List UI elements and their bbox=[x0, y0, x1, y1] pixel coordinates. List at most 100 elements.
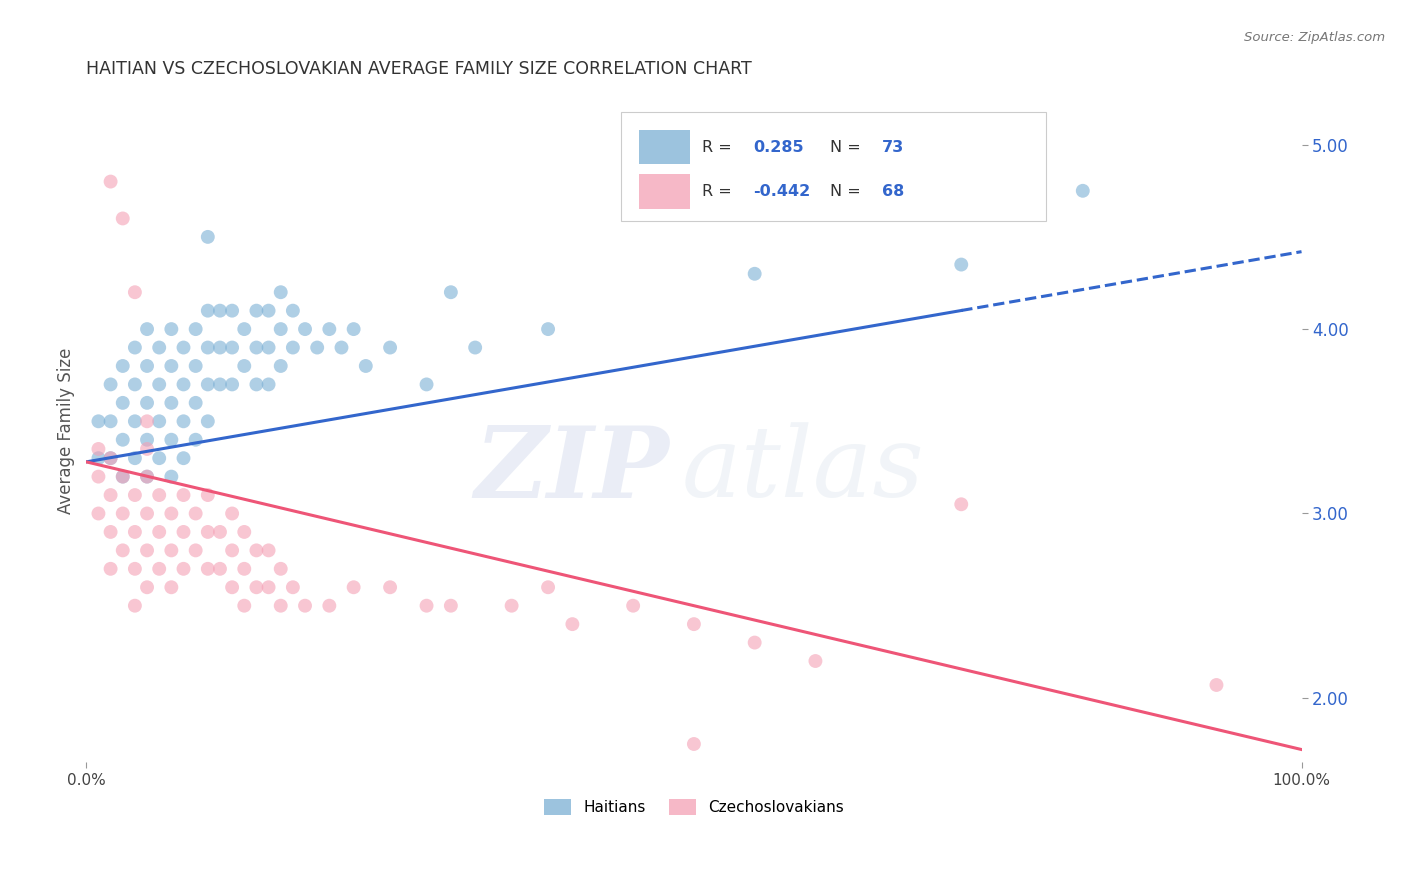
Point bbox=[197, 303, 219, 318]
Point bbox=[124, 414, 146, 428]
Point bbox=[257, 341, 280, 355]
Text: R =: R = bbox=[703, 184, 737, 199]
Point bbox=[307, 341, 329, 355]
Point bbox=[124, 488, 146, 502]
Point bbox=[440, 285, 463, 300]
Point bbox=[464, 341, 486, 355]
Point bbox=[221, 341, 243, 355]
Point bbox=[270, 359, 292, 373]
Point bbox=[160, 507, 183, 521]
Point bbox=[208, 341, 231, 355]
Point bbox=[245, 580, 267, 594]
Point bbox=[100, 562, 122, 576]
Point bbox=[950, 258, 973, 272]
Point bbox=[233, 599, 256, 613]
Point bbox=[221, 303, 243, 318]
Text: ZIP: ZIP bbox=[475, 422, 669, 518]
Point bbox=[100, 175, 122, 189]
Point bbox=[270, 562, 292, 576]
Point bbox=[124, 562, 146, 576]
Point bbox=[160, 322, 183, 336]
Point bbox=[683, 617, 706, 632]
Point bbox=[100, 524, 122, 539]
Point bbox=[184, 322, 207, 336]
Point bbox=[221, 507, 243, 521]
Point bbox=[257, 303, 280, 318]
Point bbox=[173, 377, 195, 392]
Point bbox=[197, 414, 219, 428]
Text: atlas: atlas bbox=[682, 423, 925, 518]
Point bbox=[100, 414, 122, 428]
Point bbox=[197, 562, 219, 576]
Point bbox=[257, 377, 280, 392]
Point bbox=[184, 507, 207, 521]
Point bbox=[100, 451, 122, 466]
Point bbox=[136, 469, 159, 483]
Point bbox=[184, 396, 207, 410]
Point bbox=[160, 433, 183, 447]
Point bbox=[160, 580, 183, 594]
Point bbox=[87, 451, 110, 466]
Point bbox=[100, 377, 122, 392]
Point bbox=[281, 580, 304, 594]
Text: N =: N = bbox=[830, 139, 866, 154]
Point bbox=[136, 359, 159, 373]
Y-axis label: Average Family Size: Average Family Size bbox=[58, 347, 75, 514]
Text: 68: 68 bbox=[883, 184, 904, 199]
Point bbox=[160, 396, 183, 410]
Point bbox=[233, 562, 256, 576]
FancyBboxPatch shape bbox=[640, 130, 690, 164]
Point bbox=[173, 524, 195, 539]
Point bbox=[744, 267, 766, 281]
Text: 0.285: 0.285 bbox=[754, 139, 804, 154]
Point bbox=[270, 599, 292, 613]
Text: -0.442: -0.442 bbox=[754, 184, 811, 199]
Point bbox=[221, 580, 243, 594]
FancyBboxPatch shape bbox=[621, 112, 1046, 221]
Point bbox=[950, 497, 973, 511]
Point bbox=[294, 322, 316, 336]
FancyBboxPatch shape bbox=[640, 174, 690, 209]
Point bbox=[111, 433, 134, 447]
Point bbox=[208, 562, 231, 576]
Point bbox=[281, 341, 304, 355]
Point bbox=[184, 543, 207, 558]
Point bbox=[111, 469, 134, 483]
Point bbox=[87, 442, 110, 456]
Point bbox=[354, 359, 377, 373]
Text: 73: 73 bbox=[883, 139, 904, 154]
Point bbox=[257, 543, 280, 558]
Point bbox=[415, 377, 437, 392]
Point bbox=[197, 524, 219, 539]
Point bbox=[233, 359, 256, 373]
Point bbox=[160, 543, 183, 558]
Point bbox=[136, 469, 159, 483]
Point bbox=[87, 507, 110, 521]
Point bbox=[208, 303, 231, 318]
Point bbox=[318, 322, 340, 336]
Point bbox=[221, 543, 243, 558]
Point bbox=[440, 599, 463, 613]
Point bbox=[621, 599, 644, 613]
Point bbox=[160, 469, 183, 483]
Point bbox=[744, 635, 766, 649]
Point bbox=[1071, 184, 1094, 198]
Point bbox=[318, 599, 340, 613]
Point bbox=[184, 359, 207, 373]
Point bbox=[100, 451, 122, 466]
Point bbox=[343, 322, 366, 336]
Point bbox=[148, 562, 170, 576]
Point bbox=[197, 488, 219, 502]
Point bbox=[124, 285, 146, 300]
Point bbox=[330, 341, 353, 355]
Point bbox=[136, 442, 159, 456]
Point bbox=[100, 488, 122, 502]
Point bbox=[245, 303, 267, 318]
Point bbox=[233, 524, 256, 539]
Point bbox=[343, 580, 366, 594]
Point bbox=[111, 507, 134, 521]
Point bbox=[136, 580, 159, 594]
Point bbox=[87, 414, 110, 428]
Point bbox=[184, 433, 207, 447]
Point bbox=[257, 580, 280, 594]
